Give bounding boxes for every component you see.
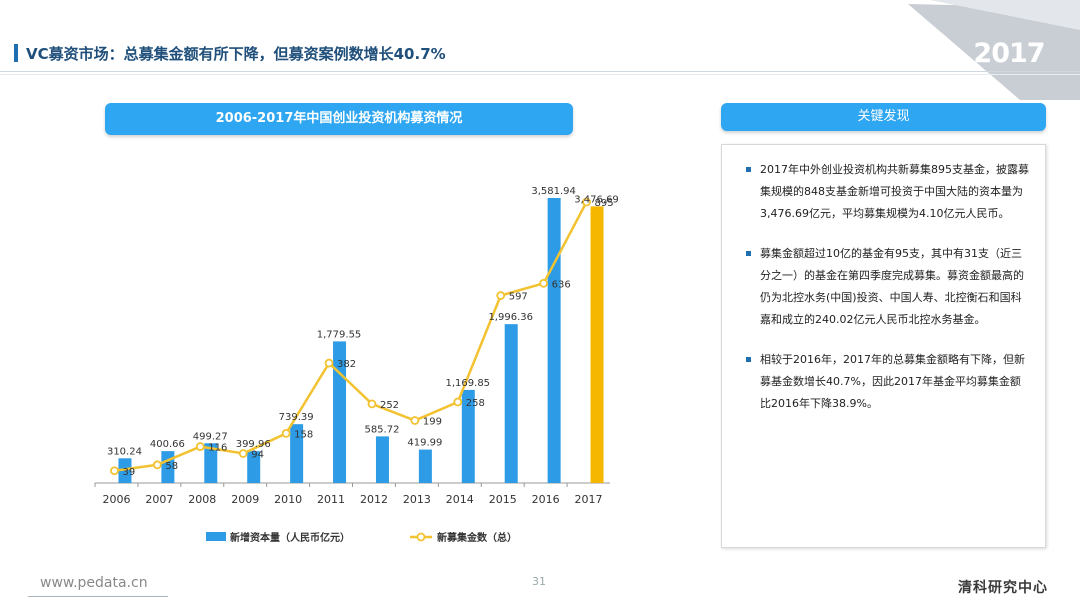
line-label-2017: 895 bbox=[595, 198, 614, 209]
x-tick-label-2009: 2009 bbox=[231, 493, 259, 506]
bar-2013 bbox=[418, 449, 432, 483]
bar-2014 bbox=[461, 389, 475, 483]
bullet-icon bbox=[746, 357, 751, 362]
x-tick-label-2013: 2013 bbox=[403, 493, 431, 506]
x-tick-label-2014: 2014 bbox=[446, 493, 474, 506]
findings-list: 2017年中外创业投资机构共新募集895支基金，披露募集规模的848支基金新增可… bbox=[722, 145, 1045, 415]
finding-item: 募集金额超过10亿的基金有95支，其中有31支（近三分之一）的基金在第四季度完成… bbox=[746, 243, 1031, 331]
bar-2015 bbox=[504, 324, 518, 483]
point-2017 bbox=[582, 197, 591, 207]
legend-line-label: 新募集金数（总） bbox=[437, 531, 517, 544]
bar-label-2013: 419.99 bbox=[407, 438, 442, 449]
line-label-2016: 636 bbox=[552, 279, 571, 290]
funding-chart: 310.24 400.66 499.27 399.96 739.39 1,779.55 58… bbox=[94, 186, 619, 544]
header-divider-secondary bbox=[0, 74, 1080, 75]
legend-bar-label: 新增资本量（人民币亿元） bbox=[230, 531, 350, 544]
x-tick-label-2008: 2008 bbox=[188, 493, 216, 506]
point-2015 bbox=[496, 291, 506, 300]
footer-logo: 清科研究中心 bbox=[958, 580, 1048, 596]
x-tick-label-2006: 2006 bbox=[102, 493, 130, 506]
x-tick-label-2007: 2007 bbox=[145, 493, 173, 506]
bar-label-2016: 3,581.94 bbox=[531, 186, 576, 197]
finding-item: 2017年中外创业投资机构共新募集895支基金，披露募集规模的848支基金新增可… bbox=[746, 159, 1031, 225]
bar-label-2007: 400.66 bbox=[150, 439, 185, 450]
bar-label-2017: 3,476.69 bbox=[574, 194, 619, 205]
bar-label-2011: 1,779.55 bbox=[317, 329, 362, 340]
point-2009 bbox=[238, 449, 248, 458]
line-label-2010: 158 bbox=[294, 429, 313, 440]
legend-line-marker bbox=[416, 532, 426, 542]
point-2014 bbox=[453, 397, 463, 407]
header-divider bbox=[0, 71, 1080, 72]
bar-2006 bbox=[118, 458, 132, 483]
legend-bar-swatch bbox=[206, 532, 226, 541]
finding-text: 2017年中外创业投资机构共新募集895支基金，披露募集规模的848支基金新增可… bbox=[760, 163, 1029, 220]
bar-label-2010: 739.39 bbox=[279, 412, 314, 423]
point-2013 bbox=[410, 416, 420, 425]
footer-url-link[interactable]: www.pedata.cn bbox=[40, 575, 148, 591]
line-label-2009: 94 bbox=[251, 449, 264, 460]
bar-label-2014: 1,169.85 bbox=[446, 378, 491, 389]
footer-divider bbox=[28, 596, 168, 597]
bar-label-2012: 585.72 bbox=[364, 424, 399, 435]
line-label-2015: 597 bbox=[509, 292, 528, 303]
bar-2008 bbox=[204, 443, 218, 483]
year-badge: 2017 bbox=[973, 38, 1045, 69]
line-label-2011: 382 bbox=[337, 359, 356, 370]
x-tick-label-2011: 2011 bbox=[317, 493, 345, 506]
findings-panel: 2017年中外创业投资机构共新募集895支基金，披露募集规模的848支基金新增可… bbox=[721, 144, 1046, 548]
bullet-icon bbox=[746, 167, 751, 172]
page-title: VC募资市场：总募集金额有所下降，但募资案例数增长40.7% bbox=[26, 45, 446, 63]
findings-title: 关键发现 bbox=[721, 103, 1046, 131]
header-accent-bar bbox=[14, 44, 18, 62]
point-2011 bbox=[324, 358, 334, 368]
bar-2016 bbox=[547, 198, 561, 483]
point-2012 bbox=[367, 399, 377, 409]
bullet-icon bbox=[746, 251, 751, 256]
x-tick-label-2010: 2010 bbox=[274, 493, 302, 506]
bar-2012 bbox=[375, 436, 389, 483]
bar-2009 bbox=[247, 451, 261, 483]
line-label-2006: 39 bbox=[122, 467, 135, 478]
x-tick-label-2017: 2017 bbox=[575, 493, 603, 506]
line-label-2012: 252 bbox=[380, 400, 399, 411]
chart-title: 2006-2017年中国创业投资机构募资情况 bbox=[105, 103, 573, 135]
finding-item: 相较于2016年，2017年的总募集金额略有下降，但新募基金数增长40.7%，因… bbox=[746, 349, 1031, 415]
point-2007 bbox=[152, 460, 162, 470]
page-number: 31 bbox=[532, 575, 546, 588]
line-label-2013: 199 bbox=[423, 417, 442, 428]
point-2010 bbox=[281, 428, 291, 438]
bar-2010 bbox=[290, 424, 304, 483]
line-label-2014: 258 bbox=[466, 398, 485, 409]
bar-label-2015: 1,996.36 bbox=[488, 312, 533, 323]
line-label-2008: 116 bbox=[208, 443, 227, 454]
bar-label-2008: 499.27 bbox=[193, 431, 228, 442]
x-tick-label-2012: 2012 bbox=[360, 493, 388, 506]
finding-text: 相较于2016年，2017年的总募集金额略有下降，但新募基金数增长40.7%，因… bbox=[760, 353, 1025, 410]
bar-label-2006: 310.24 bbox=[107, 446, 142, 457]
bar-label-2009: 399.96 bbox=[236, 439, 271, 450]
x-tick-label-2015: 2015 bbox=[489, 493, 517, 506]
corner-decoration bbox=[908, 0, 1080, 100]
bar-2017 bbox=[590, 206, 604, 483]
line-label-2007: 58 bbox=[165, 461, 178, 472]
line-series bbox=[114, 201, 588, 472]
point-2006 bbox=[110, 466, 119, 476]
point-2016 bbox=[539, 278, 549, 288]
point-2008 bbox=[195, 442, 205, 451]
x-tick-label-2016: 2016 bbox=[532, 493, 560, 506]
finding-text: 募集金额超过10亿的基金有95支，其中有31支（近三分之一）的基金在第四季度完成… bbox=[760, 247, 1024, 326]
